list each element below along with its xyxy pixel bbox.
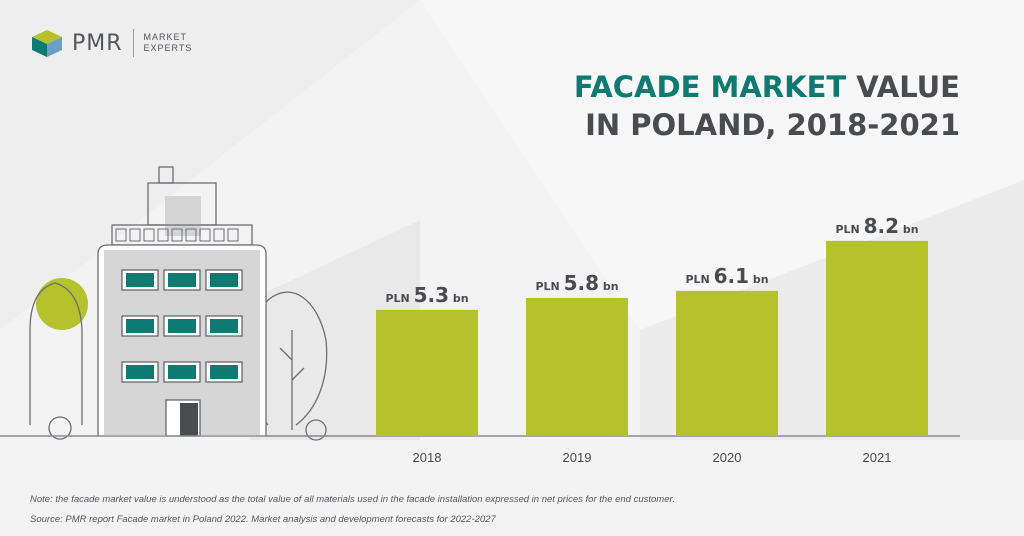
x-tick-label-2019: 2019 [563, 450, 592, 465]
value-label-2021: PLN 8.2 bn [835, 214, 918, 238]
chart-title: FACADE MARKET VALUE IN POLAND, 2018-2021 [574, 68, 960, 144]
bar-2019 [526, 297, 628, 436]
title-rest: VALUE [846, 70, 960, 104]
x-tick-label-2020: 2020 [713, 450, 742, 465]
brand-name: PMR [72, 30, 123, 56]
x-tick-label-2021: 2021 [863, 450, 892, 465]
pmr-logo: PMR MARKET EXPERTS [30, 28, 192, 58]
title-accent: FACADE MARKET [573, 70, 847, 104]
cube-logo-icon [32, 30, 62, 57]
bar-2021 [826, 240, 928, 436]
value-label-2018: PLN 5.3 bn [385, 283, 468, 307]
brand-tagline: MARKET EXPERTS [144, 32, 193, 54]
bar-2018 [376, 309, 478, 436]
title-line2: IN POLAND, 2018-2021 [585, 108, 960, 142]
value-label-2020: PLN 6.1 bn [685, 264, 768, 288]
note-text: Note: the facade market value is underst… [30, 494, 675, 505]
bar-2020 [676, 290, 778, 436]
tagline-line1: MARKET [143, 32, 188, 42]
source-text: Source: PMR report Facade market in Pola… [30, 514, 496, 525]
value-label-2019: PLN 5.8 bn [535, 271, 618, 295]
tagline-line2: EXPERTS [143, 43, 193, 53]
logo-divider [132, 29, 134, 57]
x-tick-label-2018: 2018 [413, 450, 442, 465]
